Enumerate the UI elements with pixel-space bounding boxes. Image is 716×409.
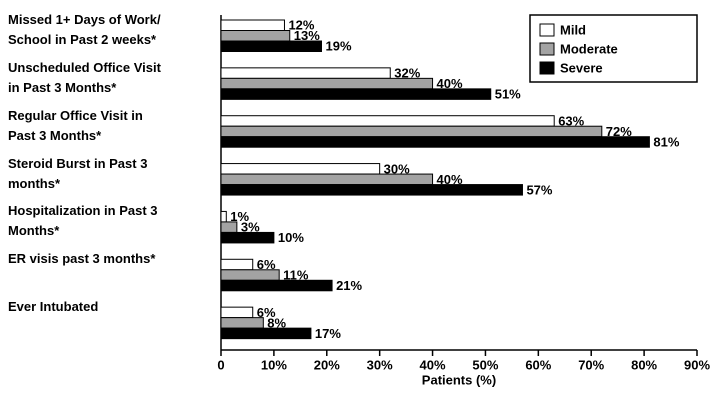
value-label: 6% [257, 257, 276, 272]
category-label: Missed 1+ Days of Work/ School in Past 2… [8, 12, 161, 47]
value-label: 32% [394, 66, 420, 81]
value-label: 81% [653, 134, 679, 149]
bar [220, 184, 523, 196]
bar [220, 221, 238, 233]
x-tick-label: 20% [314, 357, 340, 372]
bar [220, 115, 555, 127]
category-label: Ever Intubated [8, 299, 99, 315]
value-label: 57% [526, 182, 552, 197]
x-tick-label: 0 [217, 357, 224, 372]
bar [220, 269, 280, 281]
bar [220, 231, 275, 244]
bar [220, 173, 434, 186]
value-label: 11% [283, 267, 309, 282]
legend-label: Mild [560, 22, 586, 37]
legend-label: Severe [560, 60, 603, 75]
legend-swatch [539, 42, 555, 56]
value-label: 17% [315, 326, 341, 341]
bar [220, 125, 603, 138]
bar [220, 77, 434, 90]
bar [220, 258, 254, 271]
x-tick-label: 40% [420, 357, 446, 372]
value-label: 40% [437, 76, 463, 91]
bar [220, 317, 264, 329]
x-tick-label: 90% [684, 357, 710, 372]
bar [220, 327, 312, 340]
x-axis-title: Patients (%) [422, 372, 496, 387]
value-label: 40% [437, 172, 463, 187]
value-label: 10% [278, 230, 304, 245]
bar [220, 67, 391, 79]
bar [220, 88, 492, 100]
category-label: Hospitalization in Past 3 Months* [8, 203, 158, 239]
legend-box [529, 14, 698, 83]
value-label: 72% [606, 124, 632, 139]
value-label: 19% [325, 39, 351, 54]
x-tick-label: 10% [261, 357, 287, 372]
x-tick-label: 60% [525, 357, 551, 372]
legend-swatch [539, 61, 555, 75]
legend-label: Moderate [560, 41, 618, 56]
bar [220, 279, 333, 292]
category-label: Unscheduled Office Visit in Past 3 Month… [8, 59, 161, 95]
bar [220, 210, 227, 223]
bar [220, 40, 322, 52]
bar [220, 306, 254, 319]
x-tick-label: 50% [472, 357, 498, 372]
value-label: 30% [384, 161, 410, 176]
x-tick-label: 30% [367, 357, 393, 372]
value-label: 3% [241, 220, 260, 235]
value-label: 1% [230, 209, 249, 224]
value-label: 63% [558, 113, 584, 128]
category-label: ER visis past 3 months* [8, 251, 156, 267]
value-label: 12% [288, 18, 314, 33]
x-tick-label: 70% [578, 357, 604, 372]
bar [220, 19, 285, 31]
category-label: Steroid Burst in Past 3 months* [8, 155, 148, 191]
legend-swatch [539, 23, 555, 37]
value-label: 13% [294, 28, 320, 43]
bar [220, 163, 381, 175]
category-label: Regular Office Visit in Past 3 Months* [8, 107, 143, 143]
bar [220, 30, 291, 42]
bar [220, 136, 650, 148]
value-label: 21% [336, 278, 362, 293]
value-label: 51% [495, 87, 521, 102]
x-tick-label: 80% [631, 357, 657, 372]
value-label: 8% [267, 315, 286, 330]
value-label: 6% [257, 305, 276, 320]
